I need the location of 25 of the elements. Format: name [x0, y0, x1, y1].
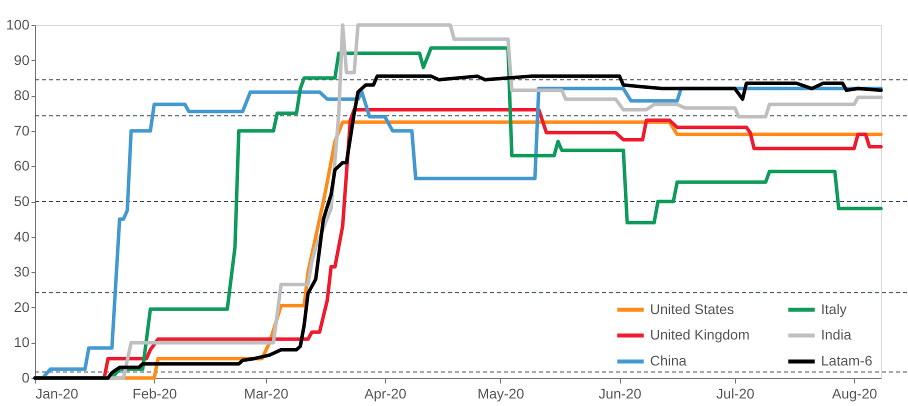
x-tick-label: Jan-20	[36, 386, 79, 402]
y-tick-label: 10	[14, 334, 30, 350]
x-tick-label: Jul-20	[716, 386, 755, 402]
x-tick-label: Jun-20	[598, 386, 642, 402]
legend-label: United Kingdom	[650, 326, 750, 342]
y-tick-label: 20	[14, 298, 30, 315]
y-tick-label: 60	[14, 158, 30, 174]
y-tick-label: 40	[14, 228, 30, 244]
y-tick-label: 100	[6, 16, 30, 32]
legend-label: China	[650, 352, 687, 368]
x-tick-label: May-20	[477, 386, 524, 402]
x-tick-label: Feb-20	[132, 386, 178, 402]
legend-label: Italy	[821, 300, 847, 317]
x-tick-label: Mar-20	[244, 386, 289, 402]
x-tick-label: Apr-20	[364, 386, 407, 402]
y-tick-label: 30	[14, 264, 30, 280]
y-tick-label: 50	[14, 193, 30, 209]
y-tick-label: 80	[14, 87, 30, 104]
legend-label: India	[821, 326, 852, 342]
x-tick-label: Aug-20	[832, 386, 878, 402]
y-tick-label: 90	[14, 52, 30, 68]
legend-label: United States	[650, 300, 734, 317]
legend-label: Latam-6	[821, 352, 873, 368]
y-tick-label: 70	[14, 122, 30, 138]
y-tick-label: 0	[22, 370, 30, 386]
